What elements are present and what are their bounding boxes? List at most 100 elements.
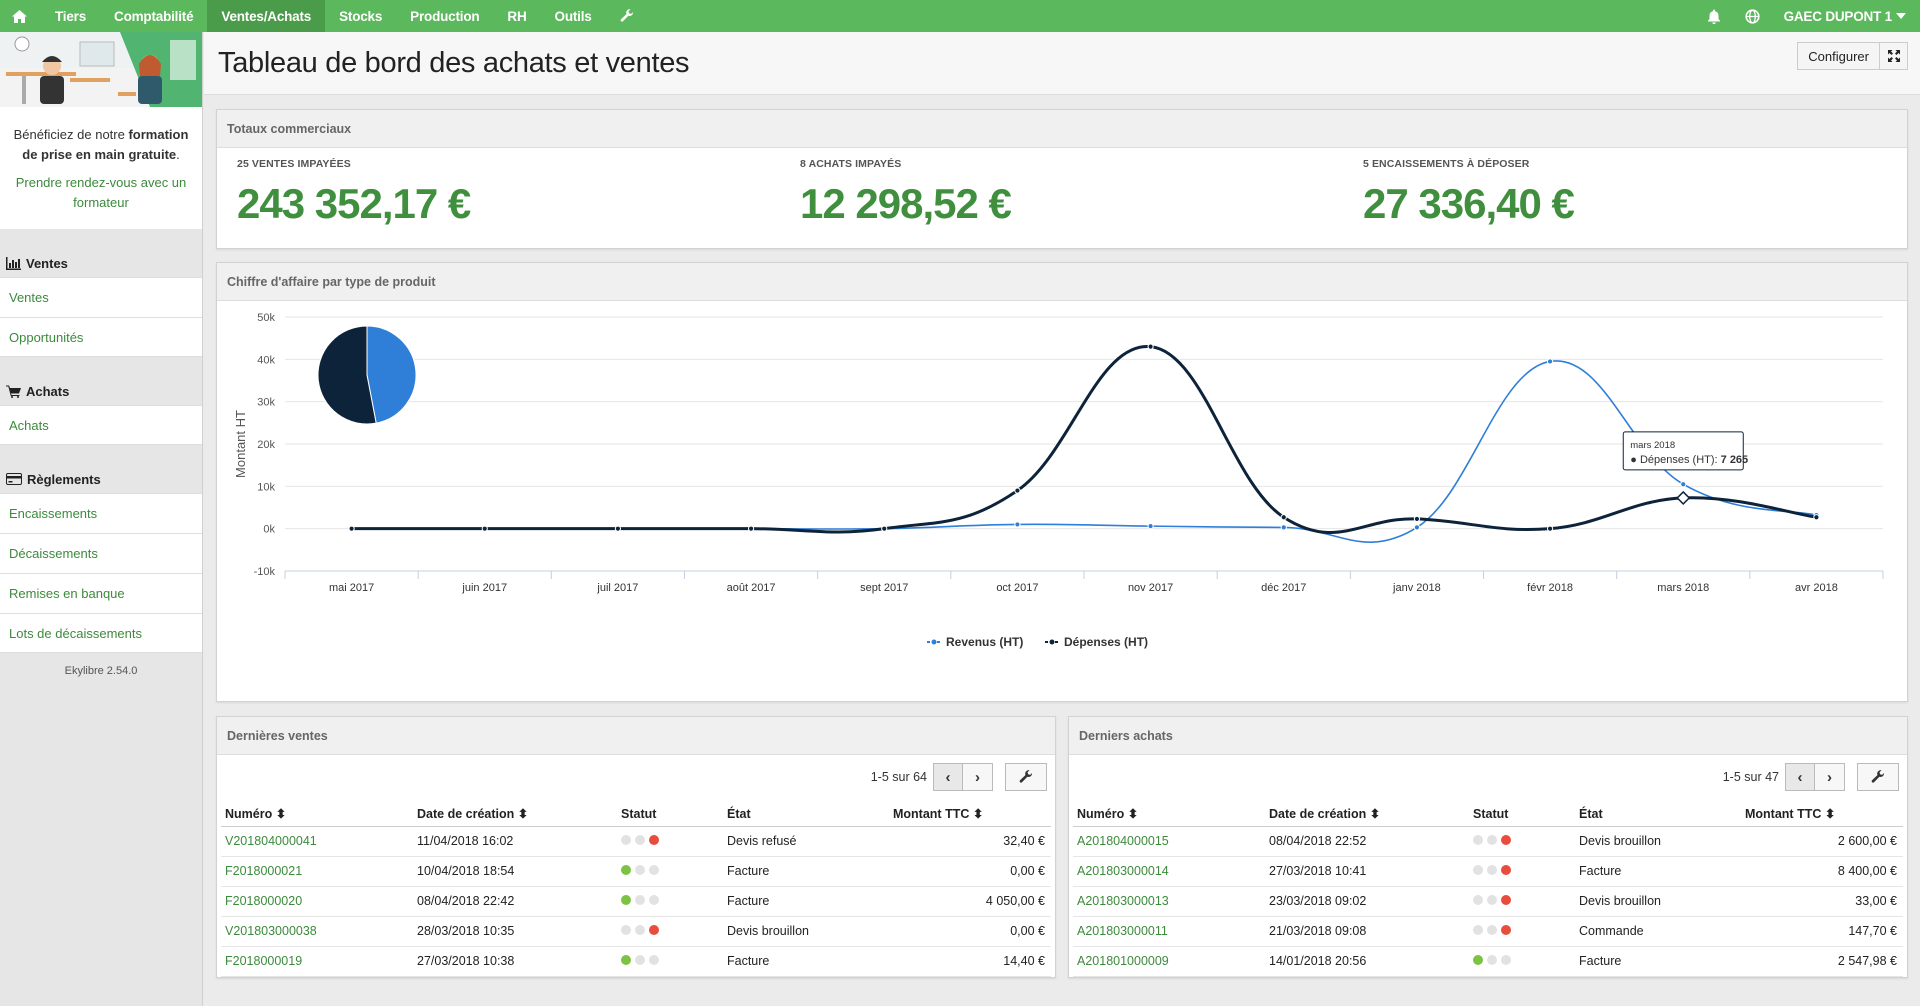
- state-label: Devis brouillon: [723, 916, 889, 947]
- col-numero[interactable]: Numéro ⬍: [221, 802, 413, 827]
- data-point: [1147, 343, 1154, 350]
- sidebar-item-lots-de-decaissements[interactable]: Lots de décaissements: [0, 613, 202, 653]
- language-button[interactable]: [1733, 0, 1772, 32]
- status-indicator: [1469, 826, 1575, 857]
- cart-icon: [6, 385, 21, 398]
- document-number-link[interactable]: A201803000013: [1073, 886, 1265, 917]
- state-label: Commande: [1575, 916, 1741, 947]
- data-point: [481, 525, 488, 532]
- nav-comptabilite[interactable]: Comptabilité: [114, 8, 194, 24]
- sidebar-item-decaissements[interactable]: Décaissements: [0, 533, 202, 573]
- nav-outils[interactable]: Outils: [554, 8, 592, 24]
- document-number-link[interactable]: F2018000019: [221, 946, 413, 977]
- fullscreen-button[interactable]: [1880, 42, 1908, 70]
- status-dot-orange: [1487, 865, 1497, 875]
- table-row[interactable]: A201801000009 14/01/2018 20:56 Facture 2 54…: [1073, 946, 1903, 977]
- status-dot-red: [649, 925, 659, 935]
- status-dot-red: [1501, 895, 1511, 905]
- sidebar-section-ventes: Ventes Ventes Opportunités: [0, 249, 202, 357]
- nav-tiers[interactable]: Tiers: [55, 8, 87, 24]
- data-point: [1280, 514, 1287, 521]
- sidebar-section-achats: Achats Achats: [0, 377, 202, 445]
- table-row[interactable]: V201804000041 11/04/2018 16:02 Devis refus…: [221, 826, 1051, 857]
- table-row[interactable]: A201803000014 27/03/2018 10:41 Facture 8 40…: [1073, 856, 1903, 887]
- unpaid-purchases-total[interactable]: 8 ACHATS IMPAYÉS 12 298,52 €: [780, 148, 1340, 248]
- sidebar-item-achats[interactable]: Achats: [0, 405, 202, 445]
- page-header: Tableau de bord des achats et ventes Con…: [204, 32, 1920, 95]
- document-number-link[interactable]: V201803000038: [221, 916, 413, 947]
- amount-ttc: 0,00 €: [889, 856, 1051, 887]
- document-number-link[interactable]: A201801000009: [1073, 946, 1265, 977]
- table-row[interactable]: F2018000021 10/04/2018 18:54 Facture 0,00 €: [221, 856, 1051, 887]
- table-row[interactable]: A201803000011 21/03/2018 09:08 Commande 147…: [1073, 916, 1903, 947]
- data-point: [1546, 525, 1554, 532]
- y-tick-label: 30k: [257, 397, 275, 409]
- nav-production[interactable]: Production: [410, 8, 480, 24]
- document-number-link[interactable]: F2018000020: [221, 886, 413, 917]
- latest-purchases-title: Derniers achats: [1069, 717, 1907, 755]
- configure-button[interactable]: Configurer: [1797, 42, 1880, 70]
- nav-rh[interactable]: RH: [507, 8, 527, 24]
- amount-ttc: 147,70 €: [1741, 916, 1903, 947]
- unpaid-sales-total[interactable]: 25 VENTES IMPAYÉES 243 352,17 €: [217, 148, 777, 248]
- col-date[interactable]: Date de création ⬍: [413, 802, 617, 827]
- col-etat: État: [1575, 802, 1741, 827]
- purchases-next-page-button[interactable]: ›: [1815, 763, 1845, 791]
- header-actions: Configurer: [1797, 42, 1908, 70]
- table-row[interactable]: V201803000038 28/03/2018 10:35 Devis broui…: [221, 916, 1051, 947]
- col-montant[interactable]: Montant TTC ⬍: [889, 802, 1051, 827]
- table-row[interactable]: A201803000013 23/03/2018 09:02 Devis broui…: [1073, 886, 1903, 917]
- sales-prev-page-button[interactable]: ‹: [933, 763, 963, 791]
- document-number-link[interactable]: V201804000041: [221, 826, 413, 857]
- document-number-link[interactable]: A201803000011: [1073, 916, 1265, 947]
- data-point: [348, 525, 355, 532]
- document-number-link[interactable]: F2018000021: [221, 856, 413, 887]
- status-dot-red: [649, 955, 659, 965]
- document-number-link[interactable]: A201803000014: [1073, 856, 1265, 887]
- company-menu[interactable]: GAEC DUPONT 1: [1772, 0, 1920, 32]
- table-row[interactable]: F2018000020 08/04/2018 22:42 Facture 4 050,…: [221, 886, 1051, 917]
- status-dot-orange: [1487, 895, 1497, 905]
- nav-ventes-achats[interactable]: Ventes/Achats: [207, 0, 326, 32]
- col-numero[interactable]: Numéro ⬍: [1073, 802, 1265, 827]
- purchases-table-settings-button[interactable]: [1857, 763, 1899, 791]
- status-dot-green: [621, 865, 631, 875]
- unpaid-purchases-label: 8 ACHATS IMPAYÉS: [800, 158, 902, 170]
- document-number-link[interactable]: A201804000015: [1073, 826, 1265, 857]
- data-point: [1813, 514, 1820, 521]
- nav-settings-button[interactable]: [606, 0, 648, 32]
- sidebar-item-opportunites[interactable]: Opportunités: [0, 317, 202, 357]
- sidebar-item-remises-en-banque[interactable]: Remises en banque: [0, 573, 202, 613]
- legend-marker: [1049, 639, 1055, 645]
- sidebar: Bénéficiez de notre formation de prise e…: [0, 32, 203, 1006]
- table-row[interactable]: F2018000019 27/03/2018 10:38 Facture 14,40 …: [221, 946, 1051, 977]
- sidebar-item-encaissements[interactable]: Encaissements: [0, 493, 202, 533]
- creation-date: 11/04/2018 16:02: [413, 826, 617, 857]
- chevron-right-icon: ›: [975, 768, 980, 786]
- unpaid-purchases-value: 12 298,52 €: [800, 180, 1012, 227]
- col-montant[interactable]: Montant TTC ⬍: [1741, 802, 1903, 827]
- notifications-button[interactable]: [1695, 0, 1733, 32]
- table-row[interactable]: A201804000015 08/04/2018 22:52 Devis broui…: [1073, 826, 1903, 857]
- col-statut: Statut: [617, 802, 723, 827]
- receipts-to-deposit-total[interactable]: 5 ENCAISSEMENTS À DÉPOSER 27 336,40 €: [1343, 148, 1903, 248]
- purchases-prev-page-button[interactable]: ‹: [1785, 763, 1815, 791]
- status-dot-red: [1501, 835, 1511, 845]
- sales-next-page-button[interactable]: ›: [963, 763, 993, 791]
- book-training-link[interactable]: Prendre rendez-vous avec un formateur: [15, 175, 187, 210]
- status-dot-red: [649, 835, 659, 845]
- sales-table-settings-button[interactable]: [1005, 763, 1047, 791]
- status-dot-orange: [1487, 835, 1497, 845]
- status-dot-orange: [635, 895, 645, 905]
- sidebar-item-ventes[interactable]: Ventes: [0, 277, 202, 317]
- status-dot-orange: [1487, 955, 1497, 965]
- status-dot-red: [649, 865, 659, 875]
- status-dot-red: [1501, 865, 1511, 875]
- home-button[interactable]: [0, 0, 41, 32]
- status-dot-green: [1473, 895, 1483, 905]
- creation-date: 08/04/2018 22:42: [413, 886, 617, 917]
- col-date[interactable]: Date de création ⬍: [1265, 802, 1469, 827]
- nav-stocks[interactable]: Stocks: [339, 8, 383, 24]
- data-point: [614, 525, 622, 532]
- sales-toolbar: 1-5 sur 64 ‹ ›: [871, 763, 1047, 791]
